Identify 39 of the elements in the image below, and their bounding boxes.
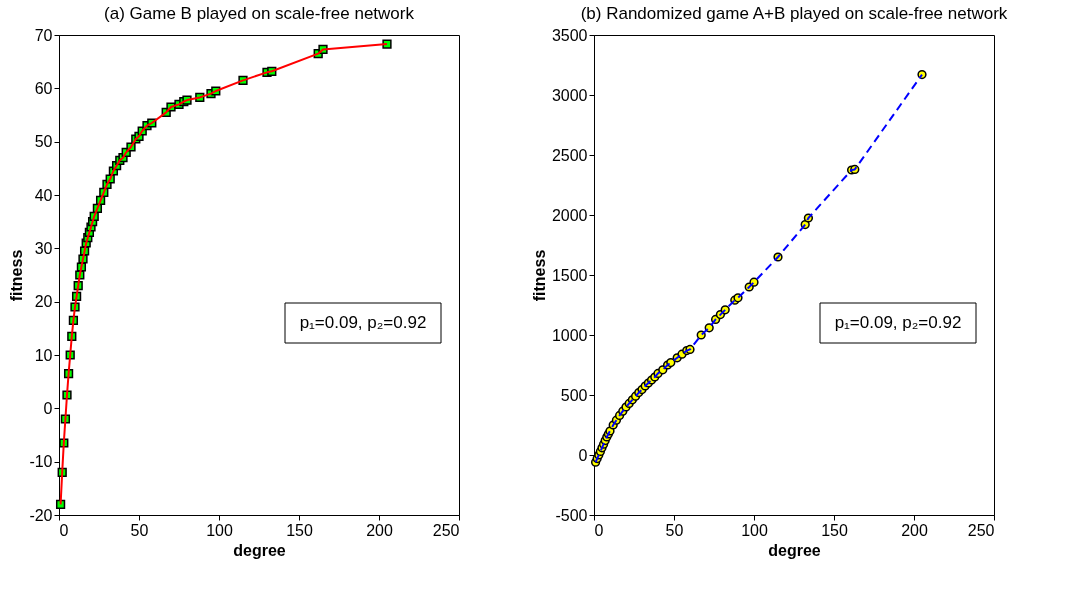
- y-tick-label: 10: [34, 346, 53, 364]
- y-tick-label: -10: [29, 453, 53, 471]
- y-tick-label: 3500: [551, 26, 588, 44]
- y-tick-label: 40: [34, 186, 53, 204]
- x-axis-title: degree: [233, 541, 286, 559]
- y-tick-label: 0: [578, 446, 588, 464]
- x-tick-label: 100: [741, 521, 768, 539]
- y-tick-label: 2000: [551, 206, 588, 224]
- x-tick-label: 0: [59, 521, 69, 539]
- x-tick-label: 200: [366, 521, 393, 539]
- y-tick-label: 1000: [551, 326, 588, 344]
- y-tick-label: 70: [34, 26, 53, 44]
- y-tick-label: -20: [29, 506, 53, 524]
- x-tick-label: 150: [821, 521, 848, 539]
- annotation: p₁=0.09, p₂=0.92: [299, 313, 427, 332]
- y-tick-label: 2500: [551, 146, 588, 164]
- y-tick-label: 500: [560, 386, 588, 404]
- x-tick-label: 100: [206, 521, 233, 539]
- y-tick-label: 30: [34, 239, 53, 257]
- chart-title: (b) Randomized game A+B played on scale-free network: [580, 4, 1008, 23]
- y-axis-title: fitness: [530, 249, 548, 302]
- x-tick-label: 200: [901, 521, 928, 539]
- x-tick-label: 250: [967, 521, 995, 539]
- y-tick-label: 3000: [551, 86, 588, 104]
- x-tick-label: 150: [286, 521, 313, 539]
- x-tick-label: 50: [665, 521, 684, 539]
- chart-title: (a) Game B played on scale-free network: [104, 4, 415, 23]
- x-axis-title: degree: [768, 541, 821, 559]
- x-tick-label: 250: [432, 521, 460, 539]
- x-tick-label: 0: [594, 521, 604, 539]
- y-tick-label: 60: [34, 79, 53, 97]
- y-axis-title: fitness: [8, 249, 26, 302]
- y-tick-label: 50: [34, 133, 53, 151]
- y-tick-label: -500: [555, 506, 588, 524]
- annotation: p₁=0.09, p₂=0.92: [834, 313, 962, 332]
- y-tick-label: 0: [43, 399, 53, 417]
- x-tick-label: 50: [130, 521, 149, 539]
- y-tick-label: 1500: [551, 266, 588, 284]
- y-tick-label: 20: [34, 293, 53, 311]
